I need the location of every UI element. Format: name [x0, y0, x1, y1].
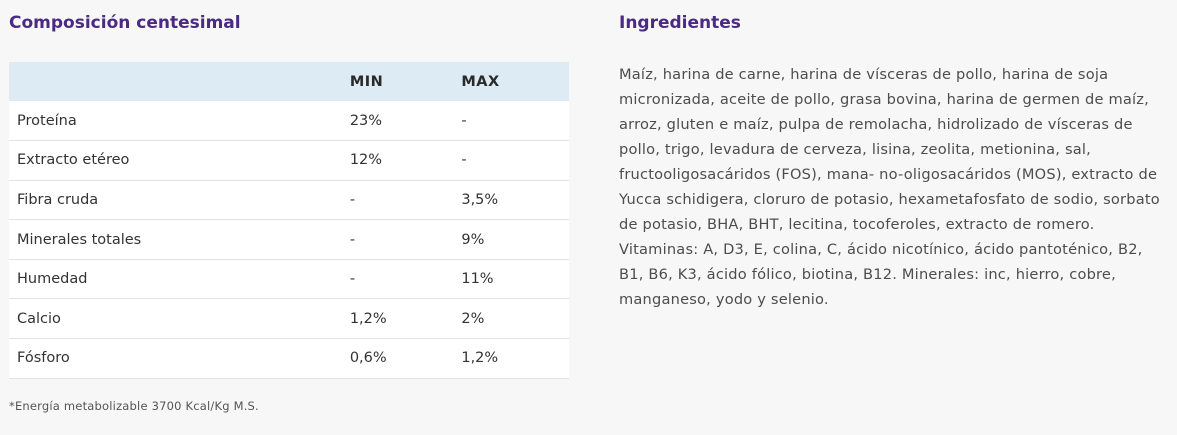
nutrient-name: Humedad: [17, 271, 88, 288]
nutrient-name: Minerales totales: [17, 231, 142, 248]
nutrient-max: -: [461, 112, 467, 129]
ingredients-text: Maíz, harina de carne, harina de víscera…: [619, 66, 1160, 308]
nutrient-name: Extracto etéreo: [17, 152, 130, 169]
nutrient-max: 3,5%: [461, 191, 499, 208]
composition-table: MIN MAX Proteína 23% - Extracto etéreo 1…: [9, 62, 569, 379]
table-row: Calcio 1,2% 2%: [9, 298, 569, 339]
table-row: Proteína 23% -: [9, 101, 569, 141]
nutrient-min: 0,6%: [349, 350, 387, 367]
nutrient-max: 1,2%: [461, 350, 499, 367]
nutrient-min: 12%: [349, 152, 383, 169]
nutrient-min: 1,2%: [349, 310, 387, 327]
header-nutrient: [9, 62, 350, 101]
nutrient-max: 11%: [461, 271, 494, 288]
nutrient-max: -: [461, 152, 467, 169]
table-row: Minerales totales - 9%: [9, 219, 569, 260]
header-max: MAX: [461, 73, 500, 90]
table-row: Fósforo 0,6% 1,2%: [9, 338, 569, 379]
nutrient-min: -: [349, 191, 356, 208]
nutrient-min: 23%: [349, 112, 383, 129]
composition-title: Composición centesimal: [9, 13, 241, 33]
table-header-row: MIN MAX: [9, 62, 569, 101]
ingredients-title: Ingredientes: [619, 13, 741, 33]
nutrient-name: Fósforo: [17, 350, 70, 367]
nutrient-name: Calcio: [17, 310, 61, 327]
table-row: Humedad - 11%: [9, 259, 569, 299]
table-row: Extracto etéreo 12% -: [9, 140, 569, 181]
nutrient-min: -: [349, 271, 356, 288]
nutrient-max: 2%: [461, 310, 485, 327]
table-row: Fibra cruda - 3,5%: [9, 180, 569, 220]
nutrient-name: Fibra cruda: [17, 191, 99, 208]
nutrient-min: -: [349, 231, 356, 248]
header-min: MIN: [349, 73, 384, 90]
energy-footnote: *Energía metabolizable 3700 Kcal/Kg M.S.: [9, 399, 259, 413]
nutrient-name: Proteína: [17, 112, 77, 129]
nutrient-max: 9%: [461, 231, 485, 248]
